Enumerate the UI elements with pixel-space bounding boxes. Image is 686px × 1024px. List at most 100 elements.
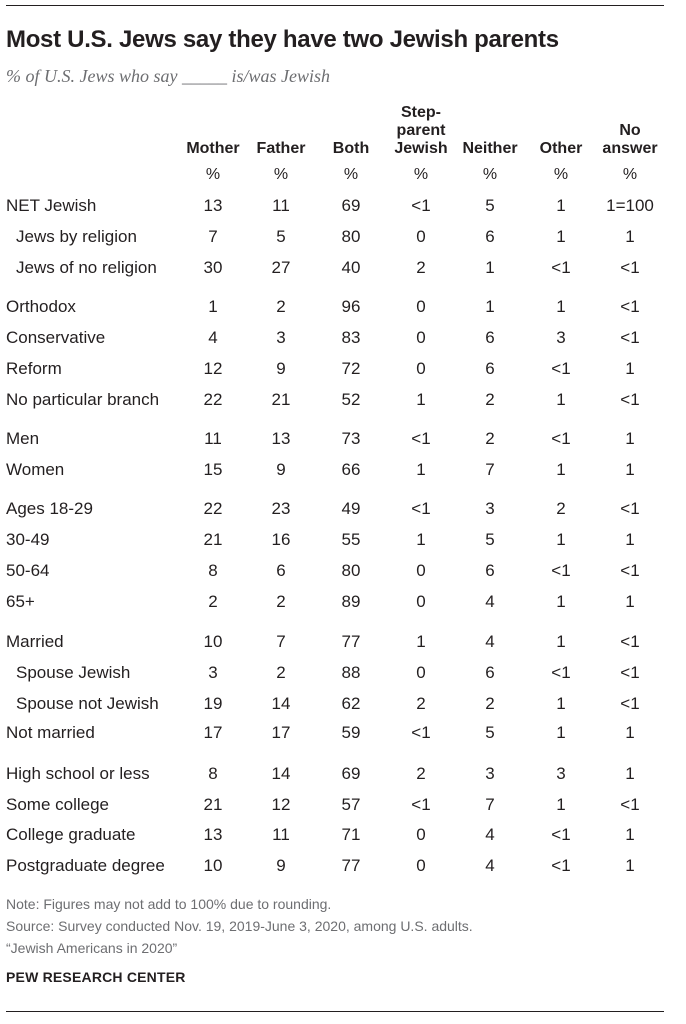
table-cell: 69 (341, 196, 361, 215)
table-cell: 1 (556, 530, 566, 549)
table-cell: 6 (485, 359, 495, 378)
row-label: Jews of no religion (16, 258, 157, 277)
column-header: Neither (450, 140, 530, 158)
column-unit: % (413, 166, 429, 183)
table-cell: 80 (341, 561, 361, 580)
column-header: Step-parent Jewish (381, 104, 461, 158)
row-label: College graduate (6, 825, 136, 844)
column-header-line: Jewish (394, 140, 448, 157)
table-cell: 17 (271, 723, 291, 742)
table-cell: <1 (551, 856, 571, 875)
table-cell: <1 (620, 795, 640, 814)
row-label: Orthodox (6, 297, 76, 316)
table-cell: 1 (416, 632, 426, 651)
row-label: Not married (6, 723, 95, 742)
table-cell: 1 (556, 196, 566, 215)
column-header: Father (241, 140, 321, 158)
bottom-rule (6, 1011, 664, 1012)
column-header-line: Step- (401, 104, 441, 121)
column-header-line: Neither (462, 140, 518, 157)
table-cell: 1=100 (606, 196, 654, 215)
table-cell: 11 (272, 196, 290, 215)
table-cell: 1 (208, 297, 218, 316)
table-cell: 30 (203, 258, 223, 277)
table-cell: 6 (485, 663, 495, 682)
table-cell: 21 (203, 530, 223, 549)
table-cell: 15 (203, 460, 223, 479)
table-cell: 1 (556, 632, 566, 651)
table-cell: 21 (203, 795, 223, 814)
table-cell: 0 (416, 592, 426, 611)
table-cell: 1 (485, 258, 495, 277)
table-cell: 14 (271, 764, 291, 783)
table-cell: 1 (625, 764, 635, 783)
table-cell: 9 (276, 460, 286, 479)
table-cell: 2 (485, 390, 495, 409)
table-cell: 62 (341, 694, 361, 713)
table-cell: 6 (485, 561, 495, 580)
table-cell: 0 (416, 359, 426, 378)
table-cell: 8 (208, 764, 218, 783)
table-cell: 3 (276, 328, 286, 347)
table-cell: 73 (341, 429, 361, 448)
table-cell: 22 (203, 499, 223, 518)
column-header: No answer (590, 122, 670, 158)
table-cell: 2 (416, 258, 426, 277)
table-cell: <1 (620, 328, 640, 347)
table-cell: 1 (416, 390, 426, 409)
table-cell: 1 (625, 460, 635, 479)
table-cell: 17 (203, 723, 223, 742)
table-cell: 9 (276, 359, 286, 378)
table-cell: 7 (208, 227, 218, 246)
table-cell: 2 (276, 592, 286, 611)
table-cell: <1 (551, 359, 571, 378)
column-unit: % (205, 166, 221, 183)
table-cell: 6 (276, 561, 286, 580)
table-cell: 2 (556, 499, 566, 518)
table-cell: 1 (416, 460, 426, 479)
column-header: Other (521, 140, 601, 158)
table-cell: 23 (271, 499, 291, 518)
top-rule (6, 5, 664, 6)
column-header-line: Mother (186, 140, 240, 157)
table-cell: 1 (485, 297, 495, 316)
table-cell: 0 (416, 663, 426, 682)
table-cell: 80 (341, 227, 361, 246)
table-cell: <1 (551, 429, 571, 448)
chart-subtitle: % of U.S. Jews who say _____ is/was Jewi… (6, 66, 330, 86)
column-header: Mother (173, 140, 253, 158)
row-label: Jews by religion (16, 227, 137, 246)
table-cell: 88 (341, 663, 361, 682)
table-cell: 2 (416, 694, 426, 713)
row-label: 65+ (6, 592, 35, 611)
table-cell: 0 (416, 561, 426, 580)
table-cell: 0 (416, 856, 426, 875)
table-cell: 89 (341, 592, 361, 611)
table-cell: 59 (341, 723, 361, 742)
row-label: NET Jewish (6, 196, 97, 215)
table-cell: 1 (556, 390, 566, 409)
table-cell: 3 (556, 764, 566, 783)
table-cell: <1 (411, 499, 431, 518)
table-cell: 1 (556, 227, 566, 246)
table-cell: 12 (203, 359, 223, 378)
table-cell: <1 (411, 723, 431, 742)
table-cell: 7 (485, 795, 495, 814)
column-header-line: Both (332, 140, 370, 157)
table-cell: 19 (203, 694, 223, 713)
table-cell: 1 (416, 530, 426, 549)
table-cell: 1 (556, 460, 566, 479)
table-cell: 4 (485, 632, 495, 651)
row-label: Conservative (6, 328, 106, 347)
table-cell: <1 (620, 632, 640, 651)
column-unit: % (343, 166, 359, 183)
table-cell: <1 (551, 258, 571, 277)
table-cell: 77 (341, 632, 361, 651)
table-cell: 69 (341, 764, 361, 783)
table-cell: 1 (625, 723, 635, 742)
table-cell: 52 (341, 390, 361, 409)
table-cell: <1 (620, 499, 640, 518)
table-cell: 0 (416, 825, 426, 844)
table-cell: 72 (341, 359, 361, 378)
row-label: Some college (6, 795, 110, 814)
